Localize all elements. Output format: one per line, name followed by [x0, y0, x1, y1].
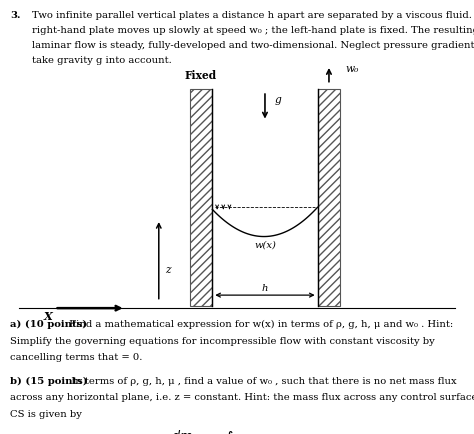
Text: take gravity g into account.: take gravity g into account.: [32, 56, 172, 66]
Text: h: h: [262, 283, 268, 293]
Text: Simplify the governing equations for incompressible flow with constant viscosity: Simplify the governing equations for inc…: [10, 337, 435, 346]
Text: a) (10 points): a) (10 points): [10, 320, 88, 329]
Bar: [318, 89, 340, 306]
Text: 3.: 3.: [10, 11, 21, 20]
Text: cancelling terms that = 0.: cancelling terms that = 0.: [10, 353, 143, 362]
Text: Find a mathematical expression for w(x) in terms of ρ, g, h, μ and w₀ . Hint:: Find a mathematical expression for w(x) …: [66, 320, 454, 329]
Text: laminar flow is steady, fully-developed and two-dimensional. Neglect pressure gr: laminar flow is steady, fully-developed …: [32, 41, 474, 50]
Text: g: g: [274, 95, 281, 105]
Text: z: z: [165, 265, 171, 275]
Text: Fixed: Fixed: [185, 70, 217, 81]
Text: right-hand plate moves up slowly at speed w₀ ; the left-hand plate is fixed. The: right-hand plate moves up slowly at spee…: [32, 26, 474, 35]
Bar: [190, 89, 212, 306]
Text: $\dfrac{dm}{dt}$: $\dfrac{dm}{dt}$: [171, 428, 193, 434]
Text: In terms of ρ, g, h, μ , find a value of w₀ , such that there is no net mass flu: In terms of ρ, g, h, μ , find a value of…: [65, 377, 457, 386]
Text: X: X: [44, 311, 53, 322]
Text: b) (15 points): b) (15 points): [10, 377, 88, 386]
Text: w(x): w(x): [254, 241, 276, 250]
Text: across any horizontal plane, i.e. z = constant. Hint: the mass flux across any c: across any horizontal plane, i.e. z = co…: [10, 393, 474, 402]
Text: Two infinite parallel vertical plates a distance h apart are separated by a visc: Two infinite parallel vertical plates a …: [32, 11, 474, 20]
Text: w₀: w₀: [345, 64, 358, 75]
Text: $= \int_{cs} \rho V \bullet dA$: $= \int_{cs} \rho V \bullet dA$: [211, 430, 284, 434]
Text: CS is given by: CS is given by: [10, 410, 82, 419]
